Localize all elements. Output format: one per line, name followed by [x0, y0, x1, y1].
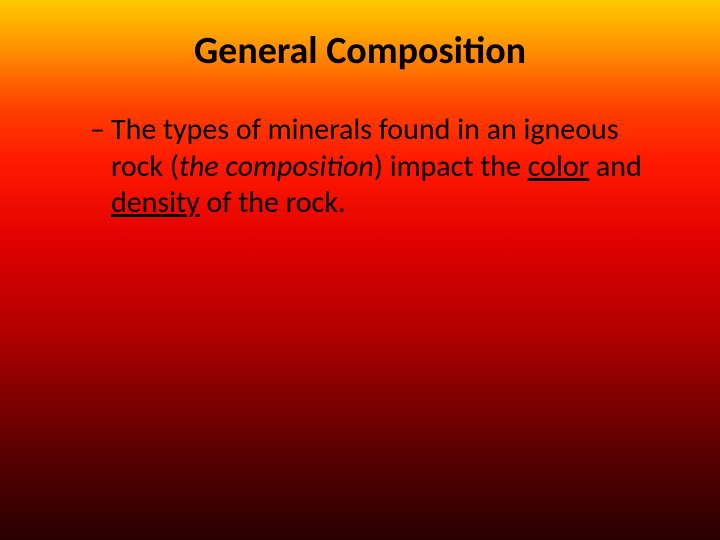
text-underline-color: color [528, 148, 589, 185]
bullet-item: – The types of minerals found in an igne… [60, 112, 674, 222]
slide-body: – The types of minerals found in an igne… [60, 112, 674, 222]
bullet-dash-icon: – [90, 112, 105, 149]
text-italic: the composition [179, 148, 374, 185]
text-mid1: ) impact the [374, 148, 528, 185]
text-underline-density: density [111, 184, 200, 221]
slide: General Composition – The types of miner… [0, 0, 720, 540]
slide-title: General Composition [0, 28, 720, 74]
bullet-text: The types of minerals found in an igneou… [111, 112, 674, 222]
text-suffix: of the rock. [200, 184, 346, 221]
text-mid2: and [589, 148, 642, 185]
